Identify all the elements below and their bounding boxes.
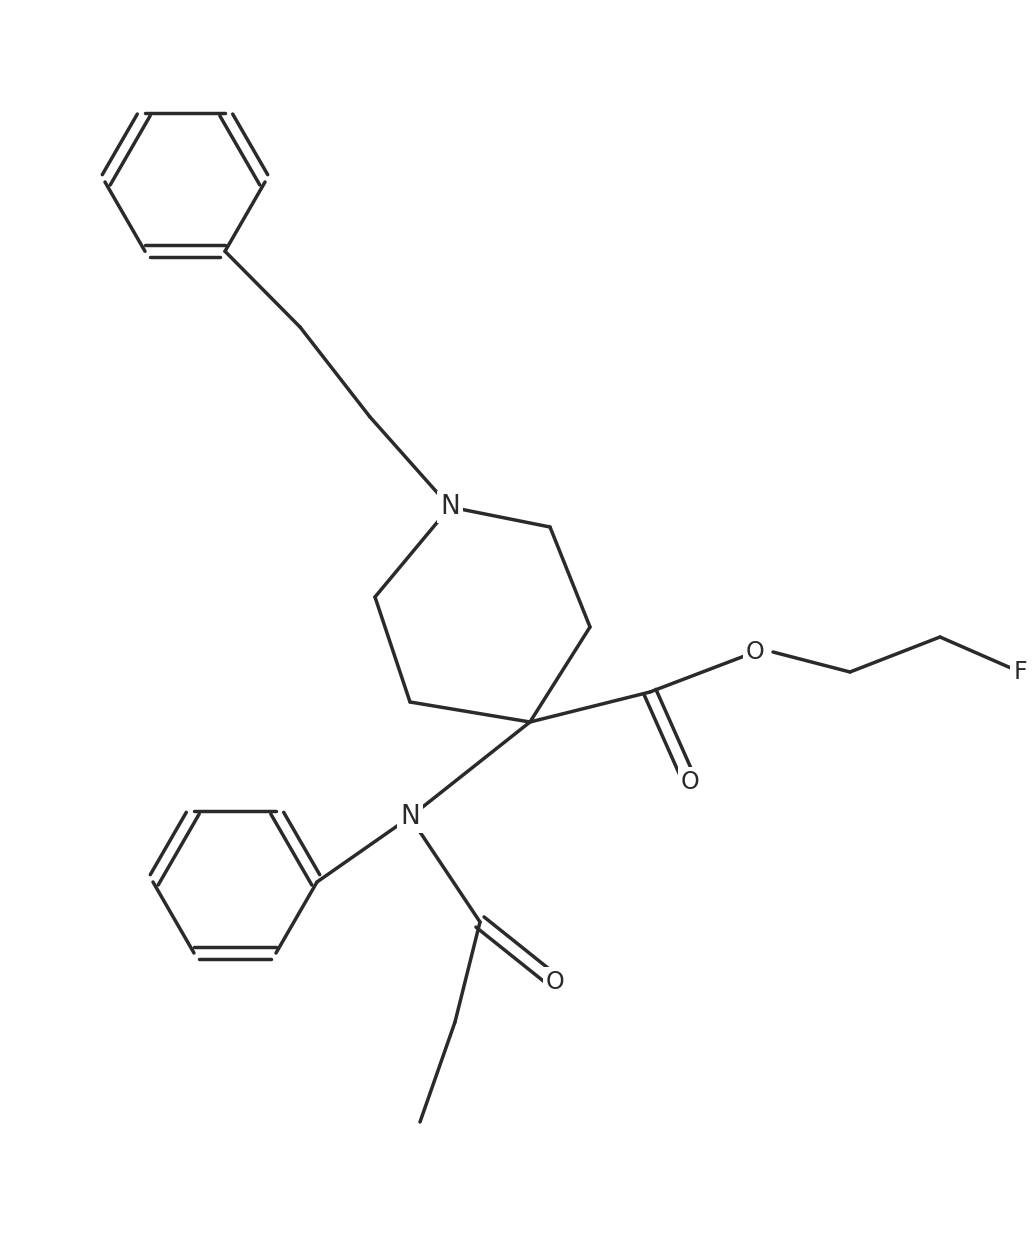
Text: F: F <box>1013 661 1027 684</box>
Text: N: N <box>400 804 419 830</box>
Text: O: O <box>746 640 764 664</box>
Text: O: O <box>681 769 699 794</box>
Text: N: N <box>440 494 460 520</box>
Text: O: O <box>545 970 564 995</box>
